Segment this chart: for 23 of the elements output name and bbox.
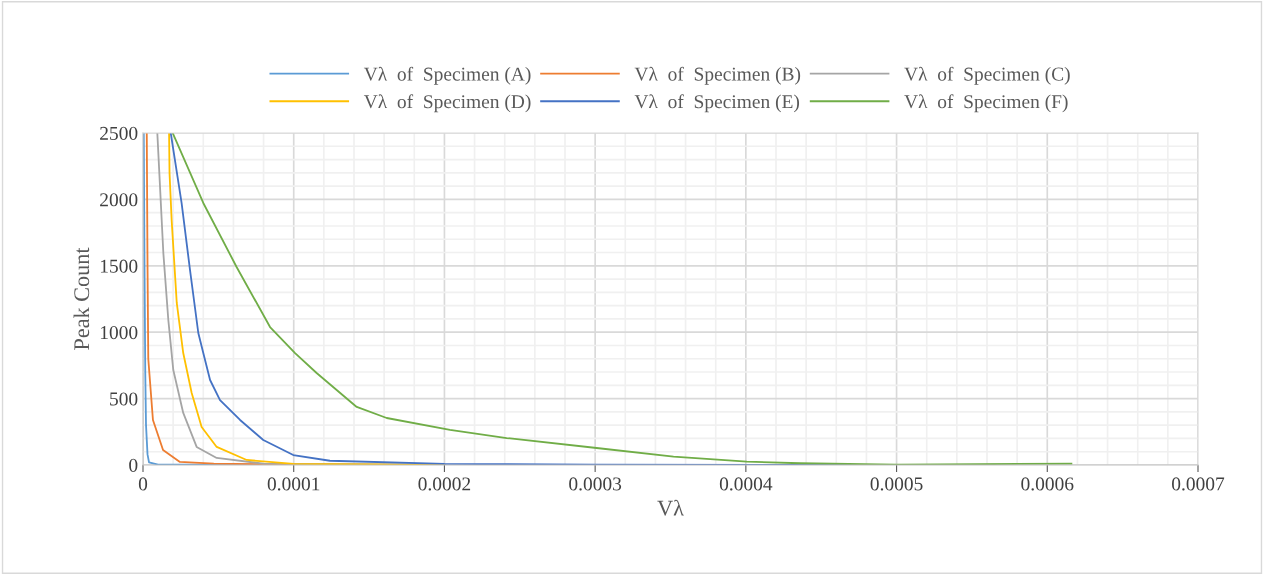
legend-label: Vλ of Specimen (C): [904, 66, 1070, 85]
x-tick-label: 0.0006: [1021, 477, 1074, 491]
y-tick-label: 500: [110, 392, 138, 406]
legend-label: Vλ of Specimen (B): [634, 66, 801, 85]
y-tick-label: 1500: [100, 259, 138, 273]
legend-label: Vλ of Specimen (E): [634, 94, 800, 113]
y-tick-label: 0: [129, 458, 138, 472]
x-tick-label: 0.0007: [1172, 477, 1225, 491]
x-axis-title: Vλ: [657, 499, 684, 516]
line-series: [171, 133, 1073, 465]
y-tick-label: 2000: [100, 193, 138, 207]
y-tick-label: 1000: [100, 326, 138, 340]
y-tick-label: 2500: [100, 126, 138, 140]
legend-label: Vλ of Specimen (A): [363, 66, 531, 85]
x-tick-label: 0.0001: [267, 477, 320, 491]
y-axis-title: Peak Count: [73, 247, 90, 350]
x-tick-label: 0.0004: [719, 477, 773, 491]
x-tick-label: 0: [138, 477, 148, 491]
legend-label: Vλ of Specimen (D): [363, 94, 531, 113]
x-tick-label: 0.0003: [569, 477, 622, 491]
x-tick-label: 0.0002: [418, 477, 471, 491]
x-tick-label: 0.0005: [870, 477, 923, 491]
legend-label: Vλ of Specimen (F): [904, 94, 1068, 113]
